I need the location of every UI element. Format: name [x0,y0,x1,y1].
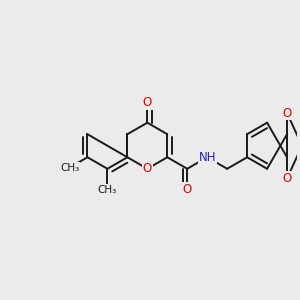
Text: CH₃: CH₃ [60,163,79,172]
Text: O: O [282,172,292,185]
Text: O: O [282,106,292,119]
Text: CH₃: CH₃ [98,184,117,194]
Text: NH: NH [199,151,216,164]
Text: O: O [183,183,192,196]
Text: O: O [143,96,152,109]
Text: O: O [143,162,152,175]
